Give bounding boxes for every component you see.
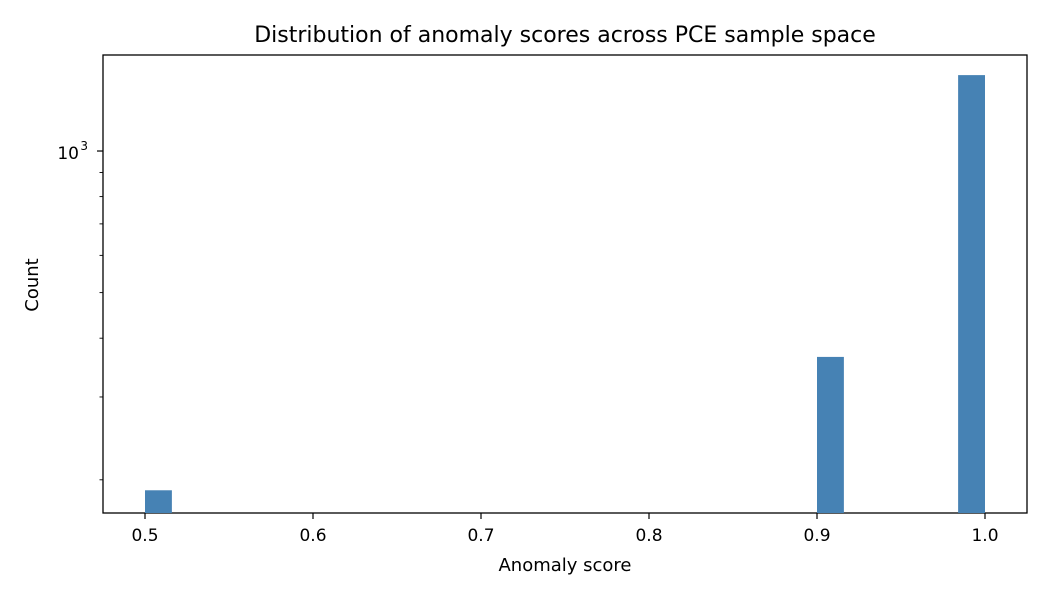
x-tick-label-3: 0.8 bbox=[635, 526, 662, 546]
y-axis-label: Count bbox=[22, 258, 43, 311]
x-tick-label-2: 0.7 bbox=[467, 526, 494, 546]
chart-title: Distribution of anomaly scores across PC… bbox=[254, 23, 876, 48]
x-tick-label-4: 0.9 bbox=[803, 526, 830, 546]
y-tick-label-exponent-0: 3 bbox=[80, 139, 88, 153]
x-tick-label-0: 0.5 bbox=[131, 526, 158, 546]
x-tick-label-1: 0.6 bbox=[299, 526, 326, 546]
y-tick-label-0: 10 bbox=[57, 144, 79, 164]
x-tick-label-5: 1.0 bbox=[971, 526, 998, 546]
bars-group bbox=[145, 75, 985, 514]
x-axis: 0.5 0.6 0.7 0.8 0.9 1.0 bbox=[131, 513, 999, 546]
x-axis-label: Anomaly score bbox=[498, 555, 631, 576]
histogram-bar-1 bbox=[817, 356, 844, 513]
histogram-bar-0 bbox=[145, 490, 172, 513]
plot-area bbox=[102, 54, 1028, 514]
histogram-bar-2 bbox=[958, 75, 985, 514]
y-axis: 10 3 bbox=[57, 139, 103, 481]
plot-frame bbox=[102, 54, 1028, 514]
